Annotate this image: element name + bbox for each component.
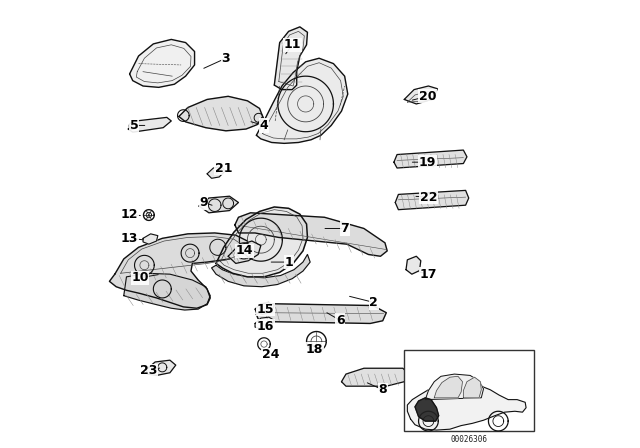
Polygon shape bbox=[275, 27, 307, 90]
Text: 3: 3 bbox=[221, 52, 230, 65]
Text: 10: 10 bbox=[131, 271, 148, 284]
Text: 14: 14 bbox=[236, 244, 253, 258]
Text: 19: 19 bbox=[419, 155, 436, 169]
Polygon shape bbox=[199, 196, 239, 213]
Text: 7: 7 bbox=[340, 222, 349, 235]
Polygon shape bbox=[130, 39, 195, 87]
Text: 8: 8 bbox=[378, 383, 387, 396]
Text: 6: 6 bbox=[336, 314, 344, 327]
Text: 21: 21 bbox=[215, 161, 232, 175]
Polygon shape bbox=[257, 304, 387, 323]
Text: 5: 5 bbox=[130, 119, 138, 132]
Text: 9: 9 bbox=[199, 196, 208, 209]
Text: 20: 20 bbox=[419, 90, 436, 103]
Polygon shape bbox=[425, 374, 484, 400]
Polygon shape bbox=[257, 58, 348, 143]
Text: 4: 4 bbox=[260, 119, 268, 132]
Polygon shape bbox=[235, 213, 387, 256]
Polygon shape bbox=[396, 190, 468, 210]
Polygon shape bbox=[124, 273, 210, 310]
Text: 15: 15 bbox=[257, 302, 274, 316]
Polygon shape bbox=[255, 317, 275, 329]
Text: 22: 22 bbox=[420, 190, 437, 204]
Text: 2: 2 bbox=[369, 296, 378, 309]
Text: 13: 13 bbox=[121, 232, 138, 245]
Text: 00026306: 00026306 bbox=[450, 435, 487, 444]
Text: 17: 17 bbox=[420, 267, 437, 281]
Text: 1: 1 bbox=[284, 255, 293, 269]
Polygon shape bbox=[212, 254, 310, 287]
Polygon shape bbox=[143, 234, 158, 244]
Polygon shape bbox=[146, 360, 176, 375]
Polygon shape bbox=[435, 376, 463, 398]
Text: 12: 12 bbox=[121, 207, 138, 221]
Polygon shape bbox=[404, 86, 437, 104]
Polygon shape bbox=[179, 96, 262, 131]
Text: 24: 24 bbox=[262, 348, 280, 362]
Bar bbox=[404, 350, 534, 431]
Polygon shape bbox=[415, 398, 439, 421]
Polygon shape bbox=[394, 150, 467, 168]
Polygon shape bbox=[216, 207, 307, 277]
Polygon shape bbox=[255, 302, 275, 314]
Polygon shape bbox=[228, 241, 261, 263]
Text: 16: 16 bbox=[257, 319, 274, 333]
Polygon shape bbox=[342, 368, 409, 386]
Text: 11: 11 bbox=[284, 38, 301, 52]
Text: 18: 18 bbox=[306, 343, 323, 356]
Polygon shape bbox=[128, 117, 172, 132]
Text: 23: 23 bbox=[140, 364, 157, 378]
Polygon shape bbox=[207, 167, 225, 178]
Polygon shape bbox=[407, 384, 526, 430]
Polygon shape bbox=[463, 377, 481, 398]
Polygon shape bbox=[406, 256, 421, 274]
Polygon shape bbox=[109, 233, 249, 308]
